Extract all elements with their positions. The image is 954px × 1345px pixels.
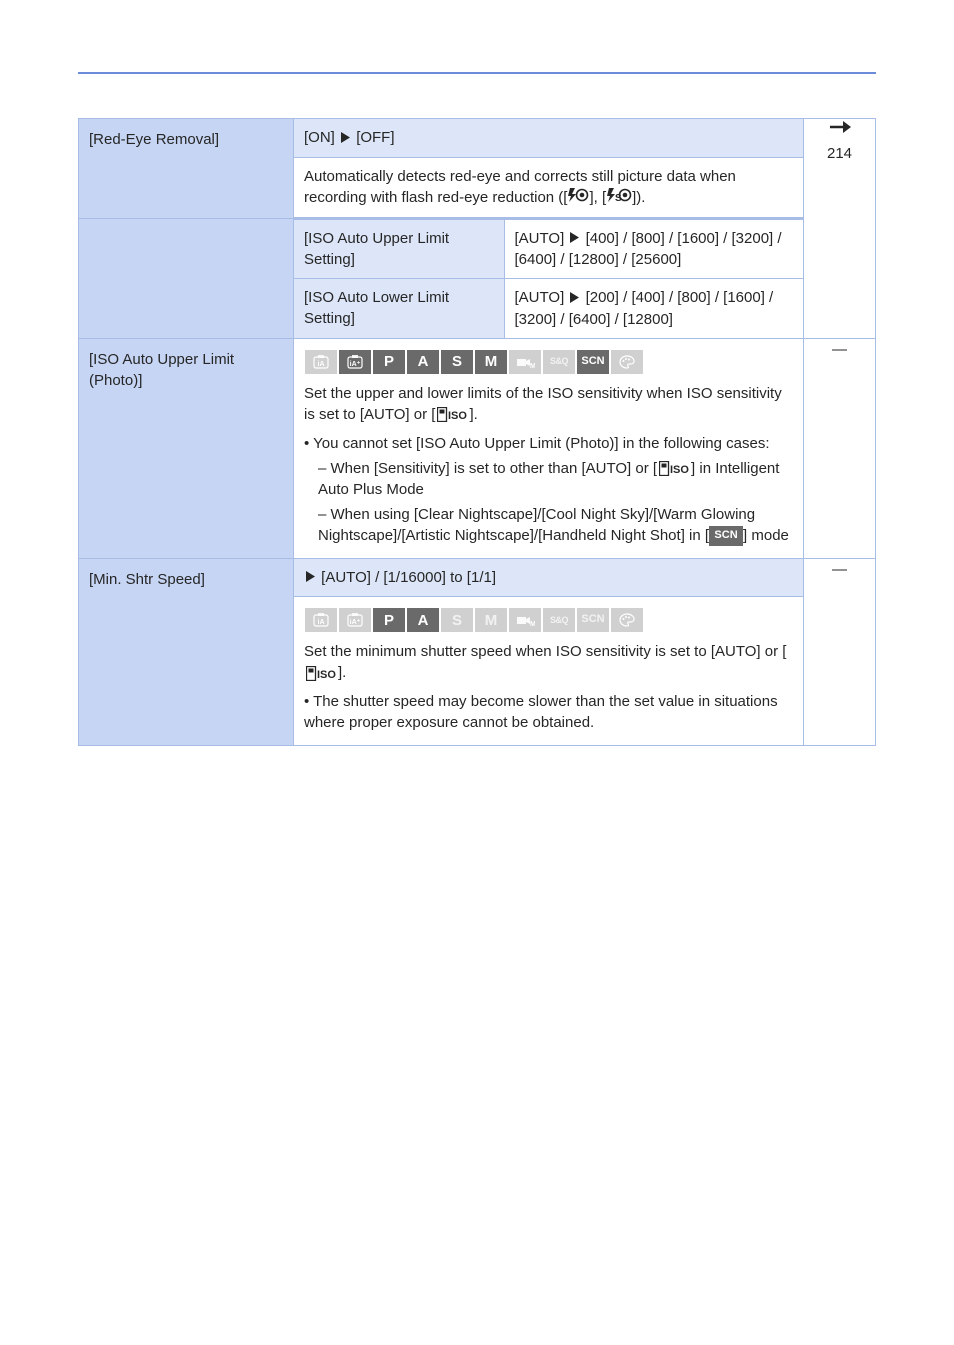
mode-ia-icon: iA bbox=[304, 607, 338, 633]
label-minshutter: [Min. Shtr Speed] bbox=[79, 558, 294, 746]
mode-scn-inline: SCN bbox=[709, 526, 743, 546]
mode-scn: SCN bbox=[576, 607, 610, 633]
sub1-body-cell: [AUTO] [400] / [800] / [1600] / [3200] /… bbox=[504, 219, 803, 279]
tri-icon bbox=[570, 228, 579, 249]
body-redeye: [ON] [OFF] Automatically detects red-eye… bbox=[294, 119, 804, 219]
isolimit-notes: • You cannot set [ISO Auto Upper Limit (… bbox=[304, 433, 793, 546]
isolimit-note-0: • You cannot set [ISO Auto Upper Limit (… bbox=[304, 433, 793, 454]
top-rule bbox=[78, 72, 876, 74]
svg-text:ISO: ISO bbox=[448, 410, 467, 422]
minshutter-desc: Set the minimum shutter speed when ISO s… bbox=[304, 641, 793, 683]
mode-palette-icon bbox=[610, 349, 644, 375]
row-isolimit: [ISO Auto Upper Limit (Photo)] iA iA⁺ P … bbox=[79, 338, 876, 558]
mode-palette-icon bbox=[610, 607, 644, 633]
sub1-auto: [AUTO] bbox=[515, 230, 569, 247]
minshutter-notes: • The shutter speed may become slower th… bbox=[304, 691, 793, 733]
link-redeye-page: 214 bbox=[827, 143, 852, 164]
tri-icon bbox=[306, 567, 315, 588]
mode-strip-isolimit: iA iA⁺ P A S M M S&Q SCN bbox=[304, 349, 793, 375]
tri-icon bbox=[570, 288, 579, 309]
svg-text:M: M bbox=[530, 363, 535, 370]
mode-movie-m-icon: M bbox=[508, 349, 542, 375]
sub2-body-cell: [AUTO] [200] / [400] / [800] / [1600] / … bbox=[504, 279, 803, 338]
link-minshutter-page: — bbox=[832, 561, 847, 578]
sub1-label: [ISO Auto Upper Limit Setting] bbox=[304, 230, 449, 268]
mode-sq: S&Q bbox=[542, 349, 576, 375]
mode-m: M bbox=[474, 349, 508, 375]
flash-redeye-icon bbox=[567, 187, 589, 209]
isolimit-note-2: – When using [Clear Nightscape]/[Cool Ni… bbox=[304, 504, 793, 546]
isolimit-desc: Set the upper and lower limits of the IS… bbox=[304, 383, 793, 425]
mode-p: P bbox=[372, 607, 406, 633]
mode-m: M bbox=[474, 607, 508, 633]
svg-text:M: M bbox=[530, 621, 535, 628]
mode-p: P bbox=[372, 349, 406, 375]
label-redeye: [Red-Eye Removal] bbox=[79, 119, 294, 219]
menu-table: [Red-Eye Removal] [ON] [OFF] bbox=[78, 118, 876, 746]
body-isolimit: iA iA⁺ P A S M M S&Q SCN bbox=[294, 338, 804, 558]
body-minshutter: [AUTO] / [1/16000] to [1/1] iA iA⁺ bbox=[294, 558, 804, 746]
row-minshutter: [Min. Shtr Speed] [AUTO] / [1/16000] to … bbox=[79, 558, 876, 746]
link-minshutter: — bbox=[804, 558, 876, 746]
redeye-opts-header: [ON] [OFF] bbox=[294, 119, 803, 157]
sub2-label: [ISO Auto Lower Limit Setting] bbox=[304, 289, 449, 327]
label-minshutter-text: [Min. Shtr Speed] bbox=[89, 571, 205, 588]
tri-icon bbox=[341, 128, 350, 149]
label-isolimit-text: [ISO Auto Upper Limit (Photo)] bbox=[89, 351, 234, 389]
redeye-desc-cell: Automatically detects red-eye and correc… bbox=[294, 157, 803, 217]
label-isolimit: [ISO Auto Upper Limit (Photo)] bbox=[79, 338, 294, 558]
redeye-opt-off: [OFF] bbox=[356, 129, 394, 146]
iso-auto-icon: ISO bbox=[659, 461, 689, 476]
svg-text:iA⁺: iA⁺ bbox=[350, 361, 361, 368]
row-redeye: [Red-Eye Removal] [ON] [OFF] bbox=[79, 119, 876, 219]
mode-s: S bbox=[440, 607, 474, 633]
sub1-label-cell: [ISO Auto Upper Limit Setting] bbox=[294, 219, 504, 279]
redeye-sub-cell: [ISO Auto Upper Limit Setting] [AUTO] [4… bbox=[294, 218, 804, 338]
minshutter-body-cell: iA iA⁺ P A S M M bbox=[294, 597, 803, 746]
link-redeye[interactable]: 214 bbox=[804, 119, 876, 339]
redeye-opt-on: [ON] bbox=[304, 129, 339, 146]
iso-auto-icon: ISO bbox=[437, 407, 467, 422]
mode-s: S bbox=[440, 349, 474, 375]
svg-text:ISO: ISO bbox=[670, 464, 689, 476]
svg-text:iA: iA bbox=[318, 619, 325, 626]
minshutter-opts: [AUTO] / [1/16000] to [1/1] bbox=[321, 569, 496, 586]
mode-a: A bbox=[406, 607, 440, 633]
mode-ia-icon: iA bbox=[304, 349, 338, 375]
link-isolimit: — bbox=[804, 338, 876, 558]
mode-iaplus-icon: iA⁺ bbox=[338, 349, 372, 375]
flash-redeye-slow-icon: S bbox=[606, 187, 632, 209]
svg-text:iA⁺: iA⁺ bbox=[350, 619, 361, 626]
label-redeye-text: [Red-Eye Removal] bbox=[89, 131, 219, 148]
redeye-desc-text: Automatically detects red-eye and correc… bbox=[304, 168, 736, 206]
mode-a: A bbox=[406, 349, 440, 375]
link-isolimit-page: — bbox=[832, 341, 847, 358]
mode-iaplus-icon: iA⁺ bbox=[338, 607, 372, 633]
iso-auto-icon: ISO bbox=[306, 666, 336, 681]
minshutter-header: [AUTO] / [1/16000] to [1/1] bbox=[294, 559, 803, 597]
svg-text:ISO: ISO bbox=[317, 669, 336, 681]
sub2-label-cell: [ISO Auto Lower Limit Setting] bbox=[294, 279, 504, 338]
mode-sq: S&Q bbox=[542, 607, 576, 633]
sub2-auto: [AUTO] bbox=[515, 289, 569, 306]
mode-scn: SCN bbox=[576, 349, 610, 375]
isolimit-note-1: – When [Sensitivity] is set to other tha… bbox=[304, 458, 793, 500]
row-redeye-notes: [ISO Auto Upper Limit Setting] [AUTO] [4… bbox=[79, 218, 876, 338]
label-redeye-cont bbox=[79, 218, 294, 338]
mode-movie-m-icon: M bbox=[508, 607, 542, 633]
mode-strip-minshutter: iA iA⁺ P A S M M bbox=[304, 607, 793, 633]
minshutter-note-0: • The shutter speed may become slower th… bbox=[304, 691, 793, 733]
arrow-right-icon bbox=[829, 119, 851, 141]
svg-text:iA: iA bbox=[318, 361, 325, 368]
